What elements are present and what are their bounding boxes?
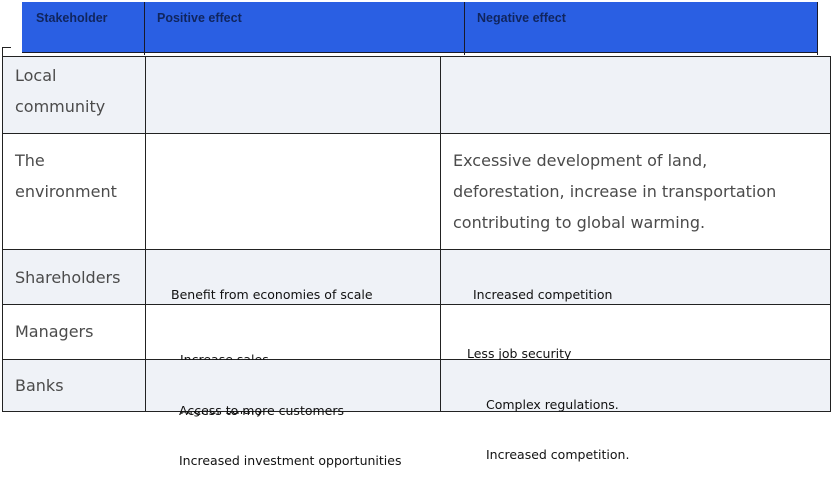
stakeholder-label: Local community: [15, 60, 105, 122]
table-row-local-community: Local community: [3, 57, 830, 134]
effect-line: Increased competition.: [486, 446, 630, 462]
effect-line: Complex regulations.: [486, 397, 619, 412]
corner-mark: [2, 47, 11, 48]
header-divider: [144, 2, 145, 55]
stakeholder-label: Banks: [15, 376, 64, 395]
table-row-banks: Banks Access to more customers Increased…: [3, 360, 830, 468]
table-row-shareholders: Shareholders Benefit from economies of s…: [3, 250, 830, 401]
column-divider: [145, 57, 146, 411]
effect-line: Less job security: [467, 346, 572, 361]
effect-line: Access to more customers: [179, 403, 345, 418]
stakeholder-line: community: [15, 97, 106, 116]
header-stakeholder: Stakeholder: [36, 11, 108, 25]
stakeholder-table: Local community The environment Excessiv…: [2, 56, 831, 468]
stakeholder-line: The: [15, 151, 45, 170]
header-divider: [817, 2, 818, 55]
effect-line: Benefit from economies of scale: [171, 287, 373, 302]
stakeholder-line: Local: [15, 66, 57, 85]
effect-line: contributing to global warming.: [453, 213, 706, 232]
stakeholder-label: Managers: [15, 322, 94, 341]
header-negative-effect: Negative effect: [477, 11, 566, 25]
stakeholder-label: Shareholders: [15, 268, 121, 287]
table-header: Stakeholder Positive effect Negative eff…: [22, 2, 818, 55]
effect-line: deforestation, increase in transportatio…: [453, 182, 777, 201]
stakeholder-label: The environment: [15, 145, 117, 207]
negative-effect-text: Excessive development of land, deforesta…: [453, 145, 776, 238]
header-divider: [464, 2, 465, 55]
header-positive-effect: Positive effect: [157, 11, 242, 25]
effect-line: Increased investment opportunities: [179, 452, 402, 468]
negative-effect-text: Less job security: [467, 313, 571, 396]
corner-mark: [2, 47, 3, 57]
effect-line: Increased competition: [473, 287, 613, 302]
effect-line: Excessive development of land,: [453, 151, 708, 170]
table-row-environment: The environment Excessive development of…: [3, 134, 830, 250]
positive-effect-text: Access to more customers Increased inves…: [179, 370, 401, 502]
stakeholder-line: environment: [15, 182, 117, 201]
column-divider: [440, 57, 441, 411]
negative-effect-text: Complex regulations. Increased competiti…: [486, 364, 629, 496]
header-bottom-border: [22, 52, 818, 53]
table-row-managers: Managers Increase sales Higher salary Le…: [3, 305, 830, 417]
